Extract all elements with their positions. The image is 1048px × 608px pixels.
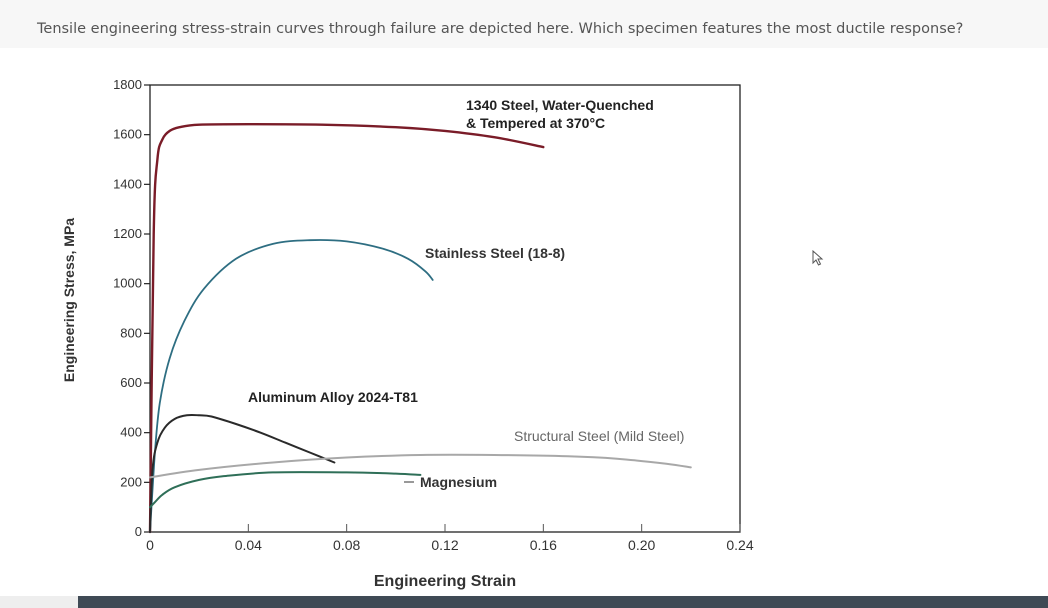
y-tick-label: 0 [135, 524, 142, 539]
y-tick-label: 1600 [113, 127, 142, 142]
x-axis-label: Engineering Strain [374, 573, 516, 590]
y-tick-label: 400 [120, 425, 142, 440]
figure-background [0, 48, 1048, 596]
y-tick-label: 1400 [113, 176, 142, 191]
y-tick-label: 200 [120, 474, 142, 489]
mouse-cursor-icon [812, 250, 824, 266]
x-tick-label: 0.12 [431, 537, 458, 553]
y-tick-label: 600 [120, 375, 142, 390]
y-axis-label: Engineering Stress, MPa [61, 218, 77, 382]
series-group [148, 123, 692, 534]
label-aluminum-alloy: Aluminum Alloy 2024-T81 [248, 389, 418, 405]
label-mild-steel: Structural Steel (Mild Steel) [514, 428, 684, 444]
series-line-aluminum-alloy [149, 413, 336, 533]
y-tick-label: 1800 [113, 77, 142, 92]
y-tick-label: 800 [120, 325, 142, 340]
series-line-stainless-steel [149, 239, 434, 533]
x-tick-label: 0.04 [235, 537, 262, 553]
axes: 0 200 400 600 800 1000 1200 1400 1600 1800 0 0.04 0.… [113, 77, 754, 553]
series-line-1340-steel [148, 123, 545, 534]
question-text: Tensile engineering stress-strain curves… [37, 21, 964, 37]
label-magnesium: Magnesium [420, 474, 497, 490]
label-1340-steel-line-2: & Tempered at 370°C [466, 115, 605, 131]
y-tick-label: 1000 [113, 276, 142, 291]
label-stainless-steel: Stainless Steel (18-8) [425, 245, 565, 261]
series-line-mild-steel [149, 453, 692, 479]
label-1340-steel-line-1: 1340 Steel, Water-Quenched [466, 97, 654, 113]
series-line-magnesium [149, 471, 422, 509]
x-tick-label: 0.20 [628, 537, 655, 553]
x-tick-label: 0.08 [333, 537, 360, 553]
series-labels: 1340 Steel, Water-Quenched & Tempered at … [248, 97, 684, 490]
x-tick-label: 0.16 [530, 537, 557, 553]
question-bar: Tensile engineering stress-strain curves… [0, 0, 1048, 49]
taskbar-strip [78, 596, 1048, 608]
y-tick-label: 1200 [113, 226, 142, 241]
x-tick-label: 0.24 [726, 537, 753, 553]
x-tick-label: 0 [146, 537, 154, 553]
